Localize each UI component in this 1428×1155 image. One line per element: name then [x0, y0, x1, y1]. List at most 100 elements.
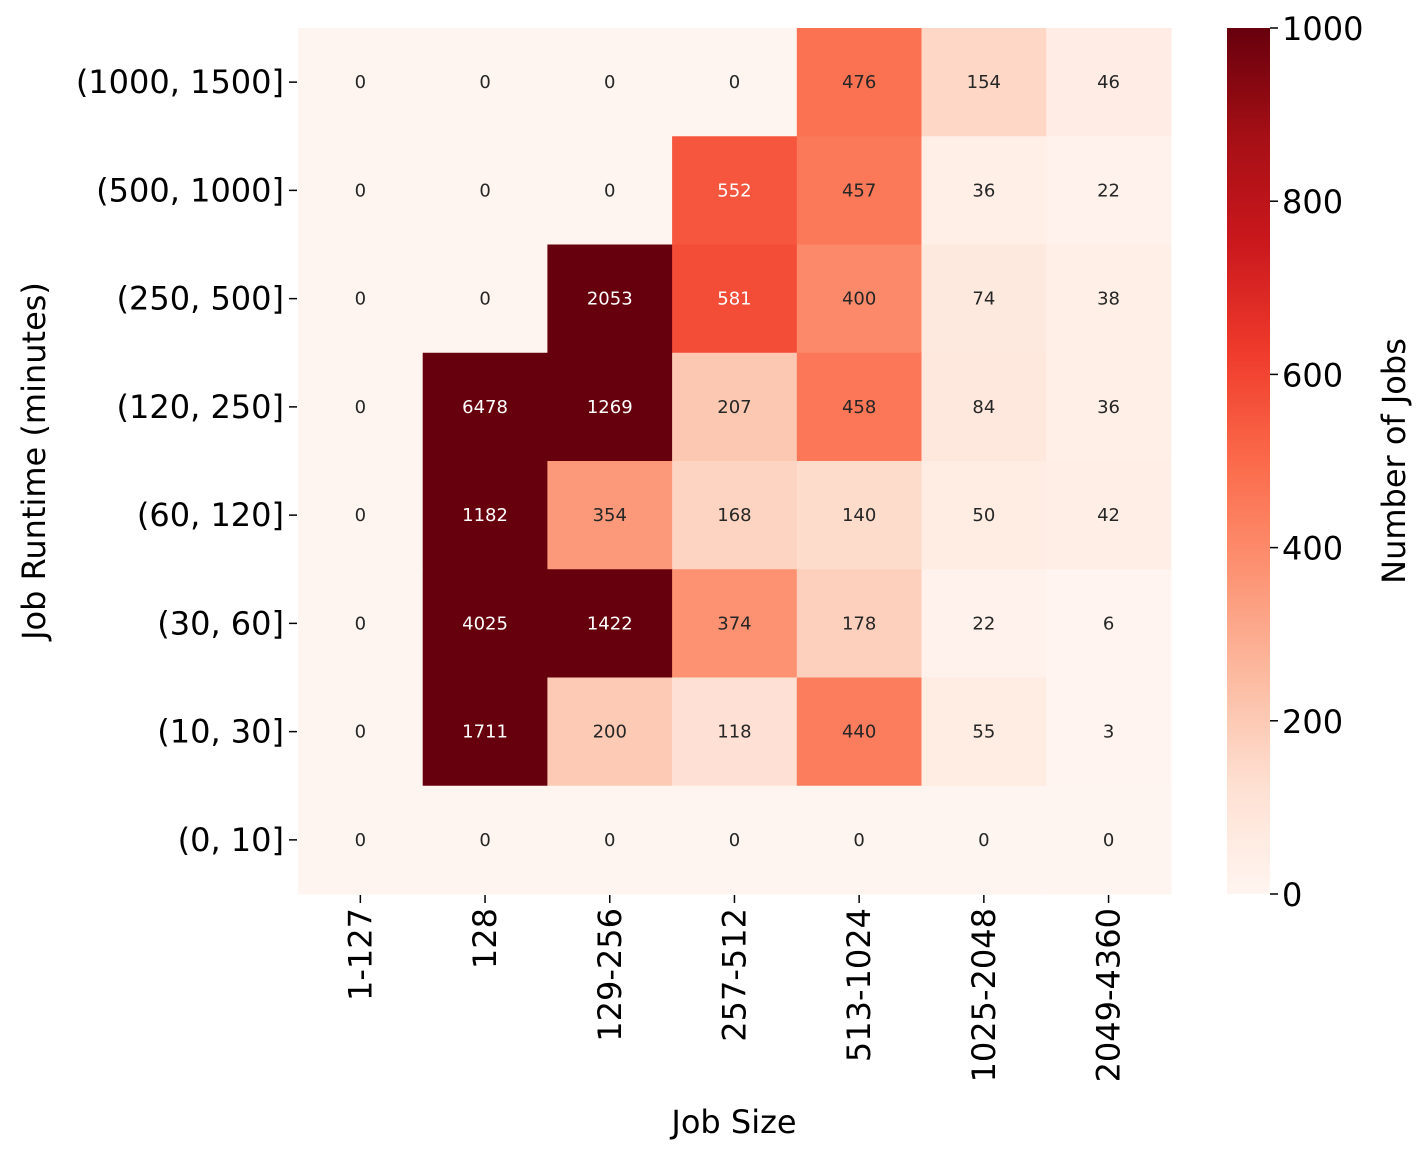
cell-value-label: 0 — [355, 722, 366, 743]
cell-value-label: 42 — [1097, 505, 1120, 526]
x-tick-label: 513-1024 — [840, 908, 878, 1062]
cell-value-label: 0 — [479, 289, 490, 310]
cell-value-label: 1182 — [462, 505, 508, 526]
heatmap-cell — [672, 244, 798, 354]
cell-value-label: 2053 — [587, 289, 633, 310]
cell-value-label: 1711 — [462, 722, 508, 743]
heatmap-cell — [796, 244, 923, 354]
cell-value-label: 0 — [729, 72, 740, 93]
heatmap-cell — [422, 352, 548, 462]
cell-value-label: 374 — [717, 613, 751, 634]
colorbar — [1227, 28, 1270, 894]
cell-value-label: 0 — [355, 613, 366, 634]
heatmap-cell — [672, 677, 798, 787]
colorbar-tick-label: 600 — [1282, 356, 1343, 394]
heatmap-cell — [422, 461, 548, 570]
x-tick-label: 2049-4360 — [1090, 908, 1128, 1082]
heatmap-cell — [1046, 28, 1172, 137]
cell-value-label: 476 — [842, 72, 876, 93]
y-tick-label: (250, 500] — [117, 280, 284, 318]
cell-value-label: 581 — [717, 289, 751, 310]
cell-value-label: 0 — [604, 180, 615, 201]
heatmap-cell — [547, 677, 673, 787]
cell-value-label: 1422 — [587, 613, 633, 634]
heatmap-cell — [796, 677, 923, 787]
cell-value-label: 207 — [717, 397, 751, 418]
cell-value-label: 0 — [355, 289, 366, 310]
colorbar-label: Number of Jobs — [1375, 338, 1413, 584]
cell-value-label: 0 — [355, 397, 366, 418]
y-tick-label: (0, 10] — [178, 821, 284, 859]
cell-value-label: 74 — [972, 289, 995, 310]
heatmap-cell — [921, 136, 1047, 246]
heatmap-cell — [422, 785, 548, 895]
cell-value-label: 22 — [1097, 180, 1120, 201]
heatmap-cell — [672, 28, 798, 137]
y-tick-label: (120, 250] — [117, 388, 284, 426]
cell-value-label: 36 — [1097, 397, 1120, 418]
cell-value-label: 0 — [978, 830, 989, 851]
cell-value-label: 178 — [842, 613, 876, 634]
colorbar-tick-label: 200 — [1282, 703, 1343, 741]
x-axis-label: Job Size — [669, 1103, 796, 1141]
cell-value-label: 140 — [842, 505, 876, 526]
colorbar-tick-label: 800 — [1282, 183, 1343, 221]
y-axis: (1000, 1500] (500, 1000] (250, 500] (120, 2… — [76, 63, 297, 859]
heatmap-cell — [547, 785, 673, 895]
heatmap-cell — [672, 569, 798, 679]
cell-value-label: 55 — [972, 722, 995, 743]
x-tick-label: 1025-2048 — [965, 908, 1003, 1082]
cell-value-label: 3 — [1103, 722, 1114, 743]
cell-value-label: 38 — [1097, 289, 1120, 310]
heatmap-cell — [796, 785, 923, 895]
cell-value-label: 0 — [355, 72, 366, 93]
heatmap-cell — [1046, 352, 1172, 462]
cell-value-label: 46 — [1097, 72, 1120, 93]
heatmap-cell — [796, 569, 923, 679]
heatmap-cell — [796, 352, 923, 462]
heatmap-cell — [921, 785, 1047, 895]
heatmap-cell — [921, 28, 1047, 137]
heatmap-cell — [672, 461, 798, 570]
y-tick-label: (30, 60] — [157, 604, 284, 642]
colorbar-tick-label: 0 — [1282, 876, 1302, 914]
cell-value-label: 0 — [355, 830, 366, 851]
cell-value-label: 0 — [1103, 830, 1114, 851]
heatmap-cell — [298, 677, 424, 787]
cell-value-label: 168 — [717, 505, 751, 526]
heatmap-cell — [298, 28, 424, 137]
heatmap-cell — [547, 28, 673, 137]
heatmap-cell — [1046, 677, 1172, 787]
heatmap-cell — [796, 136, 923, 246]
colorbar-tick-label: 1000 — [1282, 10, 1363, 48]
cell-value-label: 4025 — [462, 613, 508, 634]
cell-value-label: 36 — [972, 180, 995, 201]
cell-value-label: 0 — [853, 830, 864, 851]
heatmap-cell — [1046, 244, 1172, 354]
cell-value-label: 0 — [479, 830, 490, 851]
y-tick-label: (1000, 1500] — [76, 63, 284, 101]
heatmap-cell — [298, 569, 424, 679]
heatmap-cell — [298, 461, 424, 570]
heatmap-cell — [672, 352, 798, 462]
cell-value-label: 0 — [479, 72, 490, 93]
cell-value-label: 50 — [972, 505, 995, 526]
x-tick-label: 1-127 — [341, 908, 379, 1001]
heatmap-cell — [1046, 461, 1172, 570]
heatmap-cell — [422, 136, 548, 246]
heatmap-cell — [422, 677, 548, 787]
heatmap-cell — [298, 244, 424, 354]
cell-value-label: 400 — [842, 289, 876, 310]
heatmap-cell — [547, 569, 673, 679]
cell-value-label: 0 — [355, 180, 366, 201]
heatmap-cell — [921, 677, 1047, 787]
heatmap-cell — [672, 136, 798, 246]
heatmap-cell — [796, 28, 923, 137]
cell-value-label: 118 — [717, 722, 751, 743]
heatmap-cell — [547, 136, 673, 246]
cell-value-label: 6478 — [462, 397, 508, 418]
cell-value-label: 22 — [972, 613, 995, 634]
heatmap-cell — [422, 28, 548, 137]
colorbar-ticks: 0 200 400 600 800 1000 — [1270, 10, 1363, 914]
